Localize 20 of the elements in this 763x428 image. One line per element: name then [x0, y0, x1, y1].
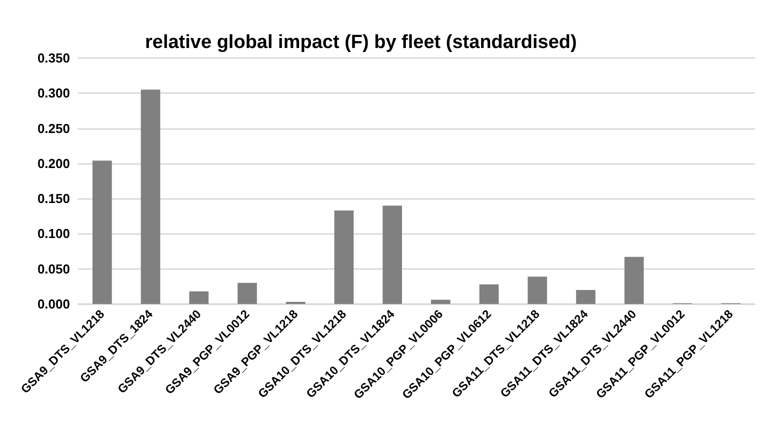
bar	[624, 256, 644, 304]
bar	[238, 282, 257, 304]
y-tick-label: 0.250	[37, 120, 70, 136]
chart-title: relative global impact (F) by fleet (standardised)	[145, 32, 577, 53]
y-tick-label: 0.350	[37, 50, 70, 66]
bar	[479, 284, 499, 304]
bar	[189, 291, 209, 304]
y-tick-label: 0.050	[37, 261, 70, 276]
y-tick-label: 0.150	[37, 191, 70, 206]
bar	[140, 90, 160, 304]
bar	[334, 210, 354, 304]
y-tick-label: 0.000	[37, 296, 70, 312]
y-tick-label: 0.100	[37, 226, 70, 242]
y-tick-label: 0.300	[37, 86, 70, 101]
y-tick-label: 0.200	[37, 156, 70, 171]
bar	[528, 276, 548, 304]
bar	[92, 160, 112, 304]
bar	[431, 300, 450, 304]
bar	[576, 290, 596, 304]
bar	[382, 206, 402, 304]
